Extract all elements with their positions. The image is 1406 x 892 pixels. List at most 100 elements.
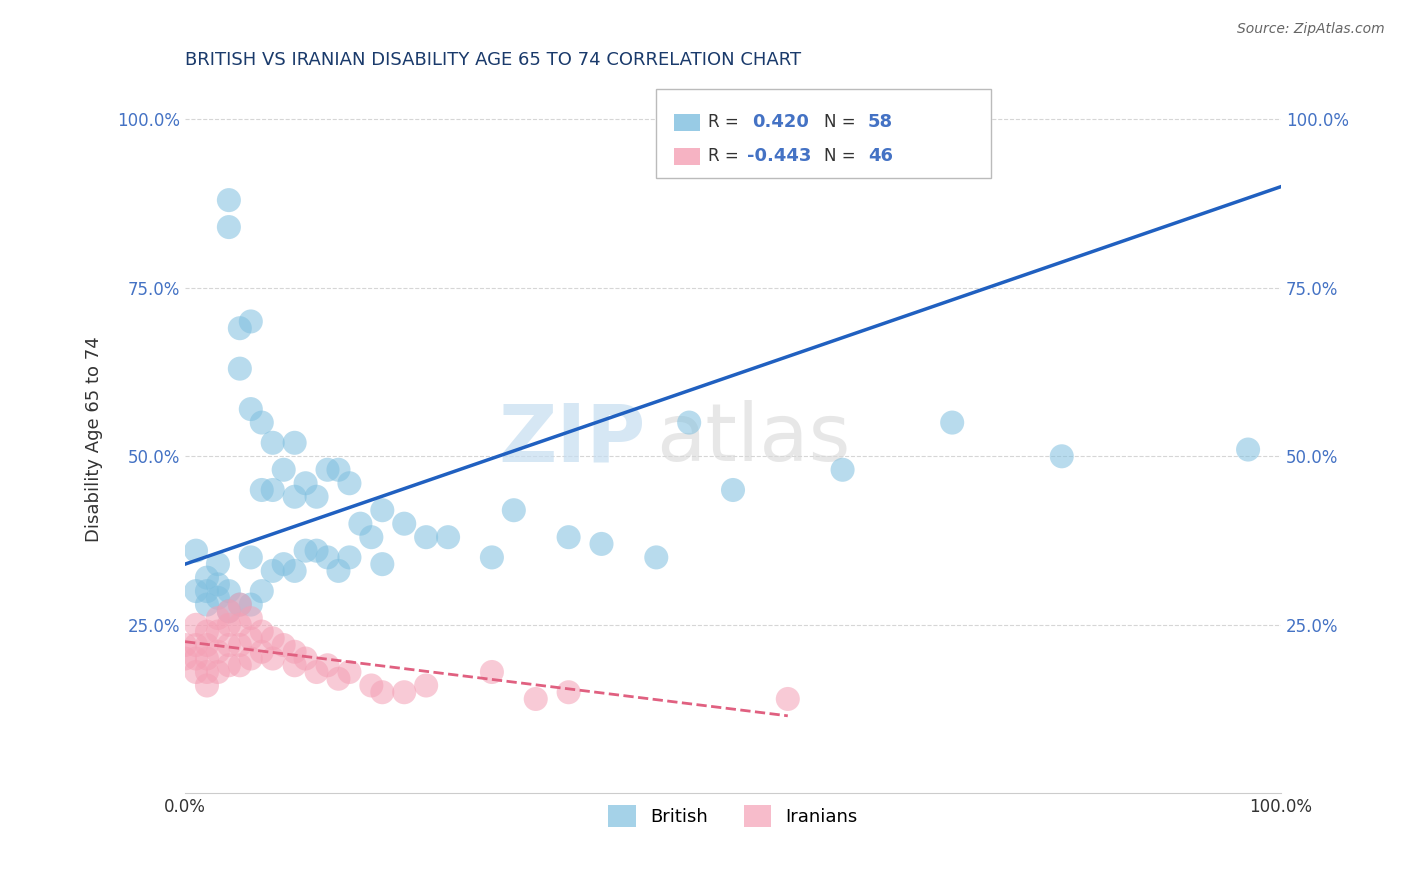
Point [239, 611, 262, 625]
Point [218, 220, 240, 235]
Point [294, 651, 316, 665]
Point [218, 604, 240, 618]
Point [645, 550, 668, 565]
Text: atlas: atlas [657, 401, 851, 478]
Point [284, 435, 307, 450]
Point [284, 645, 307, 659]
Point [294, 476, 316, 491]
Point [394, 516, 416, 531]
Point [371, 557, 394, 571]
Text: Source: ZipAtlas.com: Source: ZipAtlas.com [1237, 22, 1385, 37]
Point [195, 624, 218, 639]
Point [339, 550, 361, 565]
Point [250, 584, 273, 599]
Point [250, 483, 273, 497]
Point [195, 678, 218, 692]
Point [557, 530, 579, 544]
Point [184, 543, 207, 558]
Point [229, 617, 252, 632]
Point [184, 617, 207, 632]
Point [328, 463, 350, 477]
Point [195, 638, 218, 652]
Text: N =: N = [824, 147, 860, 165]
Point [218, 638, 240, 652]
Point [218, 584, 240, 599]
Point [262, 435, 284, 450]
Point [195, 651, 218, 665]
Point [207, 557, 229, 571]
Point [316, 463, 339, 477]
Point [218, 617, 240, 632]
Point [207, 665, 229, 679]
Point [273, 638, 295, 652]
Text: 0.420: 0.420 [752, 113, 808, 131]
Point [524, 692, 547, 706]
Point [415, 530, 437, 544]
Point [207, 611, 229, 625]
Point [721, 483, 744, 497]
Point [239, 314, 262, 328]
Point [195, 571, 218, 585]
Point [250, 624, 273, 639]
Point [239, 402, 262, 417]
Text: 46: 46 [868, 147, 893, 165]
FancyBboxPatch shape [657, 89, 991, 178]
Point [776, 692, 799, 706]
Y-axis label: Disability Age 65 to 74: Disability Age 65 to 74 [86, 336, 103, 542]
Point [184, 651, 207, 665]
FancyBboxPatch shape [673, 114, 700, 131]
Text: ZIP: ZIP [498, 401, 645, 478]
Point [328, 672, 350, 686]
Point [262, 483, 284, 497]
Point [339, 665, 361, 679]
Point [239, 632, 262, 646]
Point [262, 651, 284, 665]
Point [481, 550, 503, 565]
Text: R =: R = [707, 147, 744, 165]
Point [273, 463, 295, 477]
Point [284, 658, 307, 673]
Point [305, 665, 328, 679]
Point [415, 678, 437, 692]
Point [678, 416, 700, 430]
Point [371, 503, 394, 517]
Point [371, 685, 394, 699]
Point [207, 624, 229, 639]
Point [195, 598, 218, 612]
Point [591, 537, 613, 551]
Point [262, 632, 284, 646]
Point [831, 463, 853, 477]
Point [284, 564, 307, 578]
FancyBboxPatch shape [673, 148, 700, 165]
Text: BRITISH VS IRANIAN DISABILITY AGE 65 TO 74 CORRELATION CHART: BRITISH VS IRANIAN DISABILITY AGE 65 TO … [186, 51, 801, 69]
Point [1237, 442, 1260, 457]
Point [184, 584, 207, 599]
Point [250, 416, 273, 430]
Point [273, 557, 295, 571]
Point [284, 490, 307, 504]
Point [229, 598, 252, 612]
Text: R =: R = [707, 113, 744, 131]
Point [184, 665, 207, 679]
Point [437, 530, 460, 544]
Point [239, 598, 262, 612]
Legend: British, Iranians: British, Iranians [602, 797, 865, 834]
Point [195, 665, 218, 679]
Point [207, 591, 229, 605]
Point [360, 530, 382, 544]
Point [239, 550, 262, 565]
Point [229, 321, 252, 335]
Point [941, 416, 963, 430]
Point [174, 651, 197, 665]
Point [184, 638, 207, 652]
Point [207, 645, 229, 659]
Text: -0.443: -0.443 [747, 147, 811, 165]
Point [294, 543, 316, 558]
Point [305, 543, 328, 558]
Point [229, 638, 252, 652]
Point [305, 490, 328, 504]
Point [481, 665, 503, 679]
Point [207, 577, 229, 591]
Point [218, 193, 240, 207]
Point [250, 645, 273, 659]
